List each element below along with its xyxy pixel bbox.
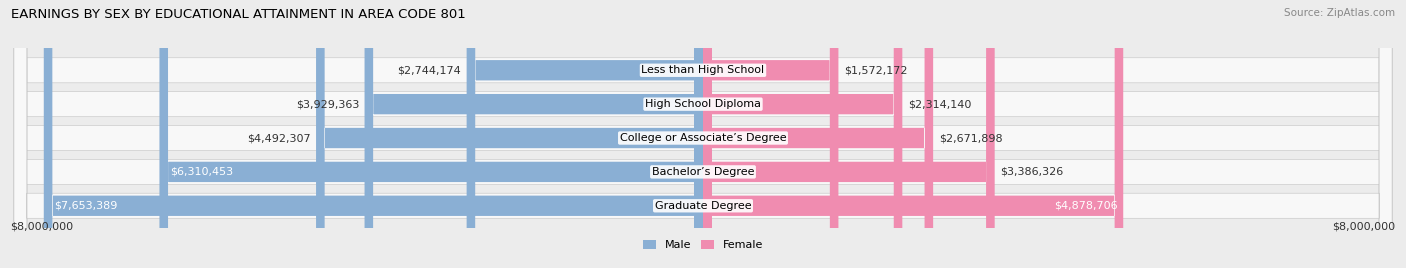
- Text: Less than High School: Less than High School: [641, 65, 765, 75]
- FancyBboxPatch shape: [14, 0, 1392, 268]
- FancyBboxPatch shape: [14, 0, 1392, 268]
- Legend: Male, Female: Male, Female: [638, 235, 768, 255]
- FancyBboxPatch shape: [703, 0, 838, 268]
- Text: $2,744,174: $2,744,174: [398, 65, 461, 75]
- Text: $2,671,898: $2,671,898: [939, 133, 1002, 143]
- Text: $3,929,363: $3,929,363: [295, 99, 359, 109]
- Text: $4,878,706: $4,878,706: [1054, 201, 1118, 211]
- Text: $3,386,326: $3,386,326: [1000, 167, 1063, 177]
- Text: $6,310,453: $6,310,453: [170, 167, 233, 177]
- FancyBboxPatch shape: [159, 0, 703, 268]
- FancyBboxPatch shape: [703, 0, 903, 268]
- Text: College or Associate’s Degree: College or Associate’s Degree: [620, 133, 786, 143]
- FancyBboxPatch shape: [316, 0, 703, 268]
- Text: Bachelor’s Degree: Bachelor’s Degree: [652, 167, 754, 177]
- Text: $1,572,172: $1,572,172: [844, 65, 907, 75]
- Text: Graduate Degree: Graduate Degree: [655, 201, 751, 211]
- Text: $4,492,307: $4,492,307: [247, 133, 311, 143]
- Text: $8,000,000: $8,000,000: [10, 222, 73, 232]
- Text: $8,000,000: $8,000,000: [1333, 222, 1396, 232]
- FancyBboxPatch shape: [14, 0, 1392, 268]
- FancyBboxPatch shape: [14, 0, 1392, 268]
- Text: $2,314,140: $2,314,140: [908, 99, 972, 109]
- FancyBboxPatch shape: [14, 0, 1392, 268]
- FancyBboxPatch shape: [703, 0, 1123, 268]
- FancyBboxPatch shape: [364, 0, 703, 268]
- Text: EARNINGS BY SEX BY EDUCATIONAL ATTAINMENT IN AREA CODE 801: EARNINGS BY SEX BY EDUCATIONAL ATTAINMEN…: [11, 8, 465, 21]
- Text: $7,653,389: $7,653,389: [53, 201, 118, 211]
- FancyBboxPatch shape: [703, 0, 994, 268]
- FancyBboxPatch shape: [703, 0, 934, 268]
- Text: High School Diploma: High School Diploma: [645, 99, 761, 109]
- FancyBboxPatch shape: [467, 0, 703, 268]
- Text: Source: ZipAtlas.com: Source: ZipAtlas.com: [1284, 8, 1395, 18]
- FancyBboxPatch shape: [44, 0, 703, 268]
